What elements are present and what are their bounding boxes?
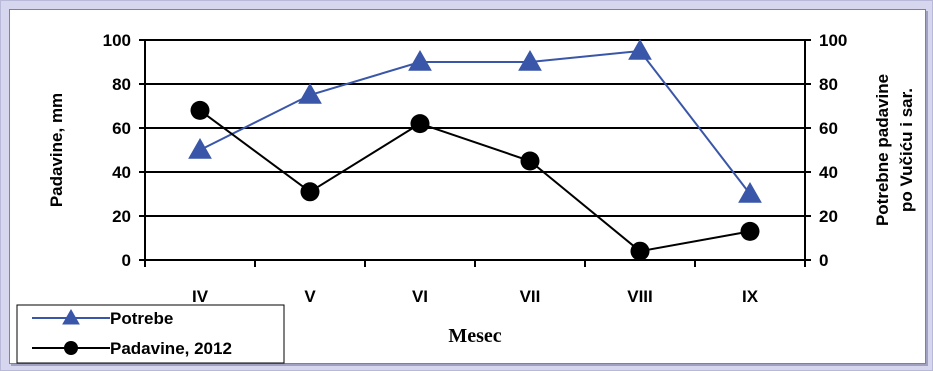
point-padavine-2012	[520, 151, 540, 171]
x-tick-label: IV	[192, 287, 209, 306]
y-axis-right-label-line-2: po Vučiću i sar.	[897, 88, 916, 212]
legend-marker-potrebe	[62, 308, 80, 325]
x-tick-label: VIII	[627, 287, 653, 306]
grid-lines	[145, 39, 805, 217]
y-tick-label-left: 40	[112, 163, 131, 182]
y-tick-label-right: 60	[819, 119, 838, 138]
x-axis-ticks: IV V VI VII VIII IX	[144, 260, 806, 306]
series-layer	[188, 38, 762, 261]
legend-marker-padavine-2012	[64, 341, 78, 355]
point-potrebe	[298, 82, 322, 104]
legend-box	[16, 304, 285, 364]
series-line-potrebe	[199, 49, 751, 195]
right-y-axis-ticks: 0 20 40 60 80 100	[805, 31, 847, 270]
point-potrebe	[628, 38, 652, 60]
point-padavine-2012	[630, 241, 650, 261]
y-tick-label-left: 20	[112, 207, 131, 226]
y-tick-label-right: 40	[819, 163, 838, 182]
x-tick-label: VII	[520, 287, 541, 306]
series-line-padavine-2012	[199, 109, 751, 253]
point-padavine-2012	[300, 182, 320, 202]
point-potrebe	[188, 137, 212, 159]
y-tick-label-left: 100	[103, 31, 131, 50]
y-axis-right-label-line-1: Potrebne padavine	[873, 74, 892, 226]
x-tick-label: V	[304, 287, 316, 306]
point-potrebe	[518, 49, 542, 71]
legend-label-padavine-2012: Padavine, 2012	[110, 339, 232, 358]
y-tick-label-right: 100	[819, 31, 847, 50]
point-padavine-2012	[740, 221, 760, 241]
point-padavine-2012	[190, 100, 210, 120]
y-tick-label-left: 60	[112, 119, 131, 138]
x-tick-label: IX	[742, 287, 759, 306]
y-tick-label-left: 80	[112, 75, 131, 94]
x-tick-label: VI	[412, 287, 428, 306]
left-y-axis-ticks: 0 20 40 60 80 100	[103, 31, 145, 270]
point-padavine-2012	[410, 114, 430, 134]
legend-label-potrebe: Potrebe	[110, 309, 173, 328]
x-axis-title: Mesec	[448, 325, 501, 347]
y-tick-label-right: 0	[819, 251, 828, 270]
point-potrebe	[408, 49, 432, 71]
legend: Potrebe Padavine, 2012	[16, 304, 285, 364]
y-axis-left-label: Padavine, mm	[47, 93, 66, 207]
y-tick-label-right: 80	[819, 75, 838, 94]
y-tick-label-left: 0	[122, 251, 131, 270]
y-tick-label-right: 20	[819, 207, 838, 226]
axes	[144, 40, 806, 261]
point-potrebe	[738, 181, 762, 203]
